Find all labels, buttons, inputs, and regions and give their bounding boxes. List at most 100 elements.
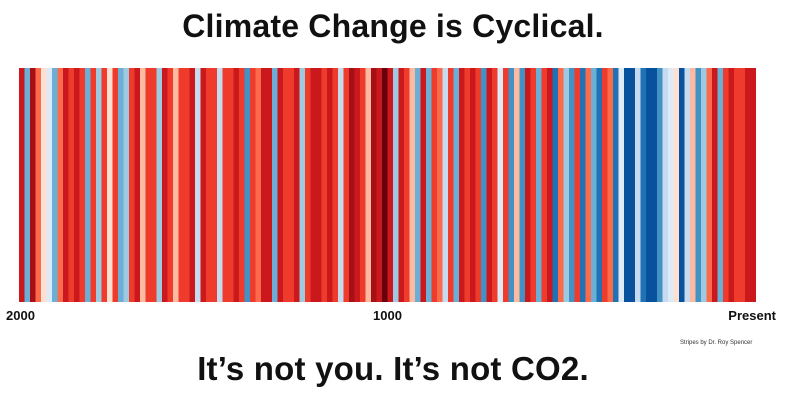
stripe bbox=[244, 68, 251, 302]
stripe bbox=[739, 68, 746, 302]
stripe bbox=[629, 68, 636, 302]
stripe bbox=[387, 68, 394, 302]
stripe bbox=[360, 68, 367, 302]
chart-title: Climate Change is Cyclical. bbox=[182, 8, 604, 44]
stripe bbox=[585, 68, 592, 302]
stripe bbox=[338, 68, 345, 302]
stripe bbox=[508, 68, 515, 302]
credit-note: Stripes by Dr. Roy Spencer bbox=[680, 340, 753, 346]
stripe bbox=[420, 68, 427, 302]
stripe bbox=[371, 68, 378, 302]
stripe bbox=[459, 68, 466, 302]
stripe bbox=[107, 68, 114, 302]
stripe bbox=[129, 68, 136, 302]
stripe bbox=[299, 68, 306, 302]
stripe bbox=[310, 68, 317, 302]
stripe bbox=[189, 68, 196, 302]
stripe bbox=[723, 68, 730, 302]
stripe bbox=[673, 68, 680, 302]
stripe bbox=[409, 68, 416, 302]
stripe bbox=[602, 68, 609, 302]
stripe bbox=[79, 68, 86, 302]
stripe bbox=[46, 68, 53, 302]
stripe bbox=[211, 68, 218, 302]
stripe bbox=[695, 68, 702, 302]
x-tick-label: Present bbox=[728, 308, 776, 323]
stripe bbox=[173, 68, 180, 302]
stripe bbox=[349, 68, 356, 302]
stripe bbox=[404, 68, 411, 302]
stripe bbox=[162, 68, 169, 302]
chart-subtitle: It’s not you. It’s not CO2. bbox=[197, 350, 589, 387]
stripe bbox=[228, 68, 235, 302]
stripe bbox=[156, 68, 163, 302]
stripe bbox=[530, 68, 537, 302]
stripe bbox=[668, 68, 675, 302]
stripe bbox=[635, 68, 642, 302]
stripe bbox=[250, 68, 257, 302]
x-tick-label: 1000 bbox=[373, 308, 402, 323]
stripe bbox=[255, 68, 262, 302]
stripe bbox=[239, 68, 246, 302]
stripe bbox=[195, 68, 202, 302]
stripe bbox=[294, 68, 301, 302]
stripe bbox=[536, 68, 543, 302]
stripe bbox=[453, 68, 460, 302]
stripe bbox=[63, 68, 70, 302]
stripe bbox=[706, 68, 713, 302]
stripe bbox=[365, 68, 372, 302]
stripe bbox=[398, 68, 405, 302]
stripe bbox=[200, 68, 207, 302]
stripe bbox=[596, 68, 603, 302]
stripe bbox=[662, 68, 669, 302]
stripe bbox=[470, 68, 477, 302]
stripe bbox=[41, 68, 48, 302]
stripe bbox=[217, 68, 224, 302]
stripe bbox=[85, 68, 92, 302]
stripe bbox=[701, 68, 708, 302]
stripe bbox=[646, 68, 653, 302]
stripe bbox=[178, 68, 185, 302]
stripe bbox=[233, 68, 240, 302]
stripe bbox=[316, 68, 323, 302]
stripe bbox=[618, 68, 625, 302]
stripe bbox=[101, 68, 108, 302]
stripe bbox=[547, 68, 554, 302]
stripe bbox=[19, 68, 26, 302]
stripe bbox=[464, 68, 471, 302]
stripe bbox=[624, 68, 631, 302]
stripe bbox=[684, 68, 691, 302]
stripe bbox=[717, 68, 724, 302]
stripe bbox=[167, 68, 174, 302]
stripe bbox=[503, 68, 510, 302]
stripe bbox=[321, 68, 328, 302]
stripe bbox=[382, 68, 389, 302]
stripe bbox=[591, 68, 598, 302]
stripe bbox=[431, 68, 438, 302]
stripe bbox=[68, 68, 75, 302]
stripe bbox=[134, 68, 141, 302]
stripe bbox=[151, 68, 158, 302]
stripe bbox=[332, 68, 339, 302]
stripe bbox=[569, 68, 576, 302]
stripe bbox=[96, 68, 103, 302]
stripe bbox=[712, 68, 719, 302]
stripe bbox=[305, 68, 312, 302]
stripe bbox=[525, 68, 532, 302]
stripe bbox=[393, 68, 400, 302]
stripe bbox=[112, 68, 119, 302]
stripe bbox=[541, 68, 548, 302]
x-tick-label: 2000 bbox=[6, 308, 35, 323]
stripe bbox=[118, 68, 125, 302]
stripe bbox=[657, 68, 664, 302]
stripe bbox=[35, 68, 42, 302]
stripe bbox=[481, 68, 488, 302]
stripe bbox=[57, 68, 64, 302]
stripe bbox=[613, 68, 620, 302]
stripe bbox=[750, 68, 756, 302]
stripe bbox=[30, 68, 37, 302]
stripe bbox=[728, 68, 735, 302]
stripe bbox=[640, 68, 647, 302]
stripe bbox=[123, 68, 130, 302]
stripe bbox=[448, 68, 455, 302]
